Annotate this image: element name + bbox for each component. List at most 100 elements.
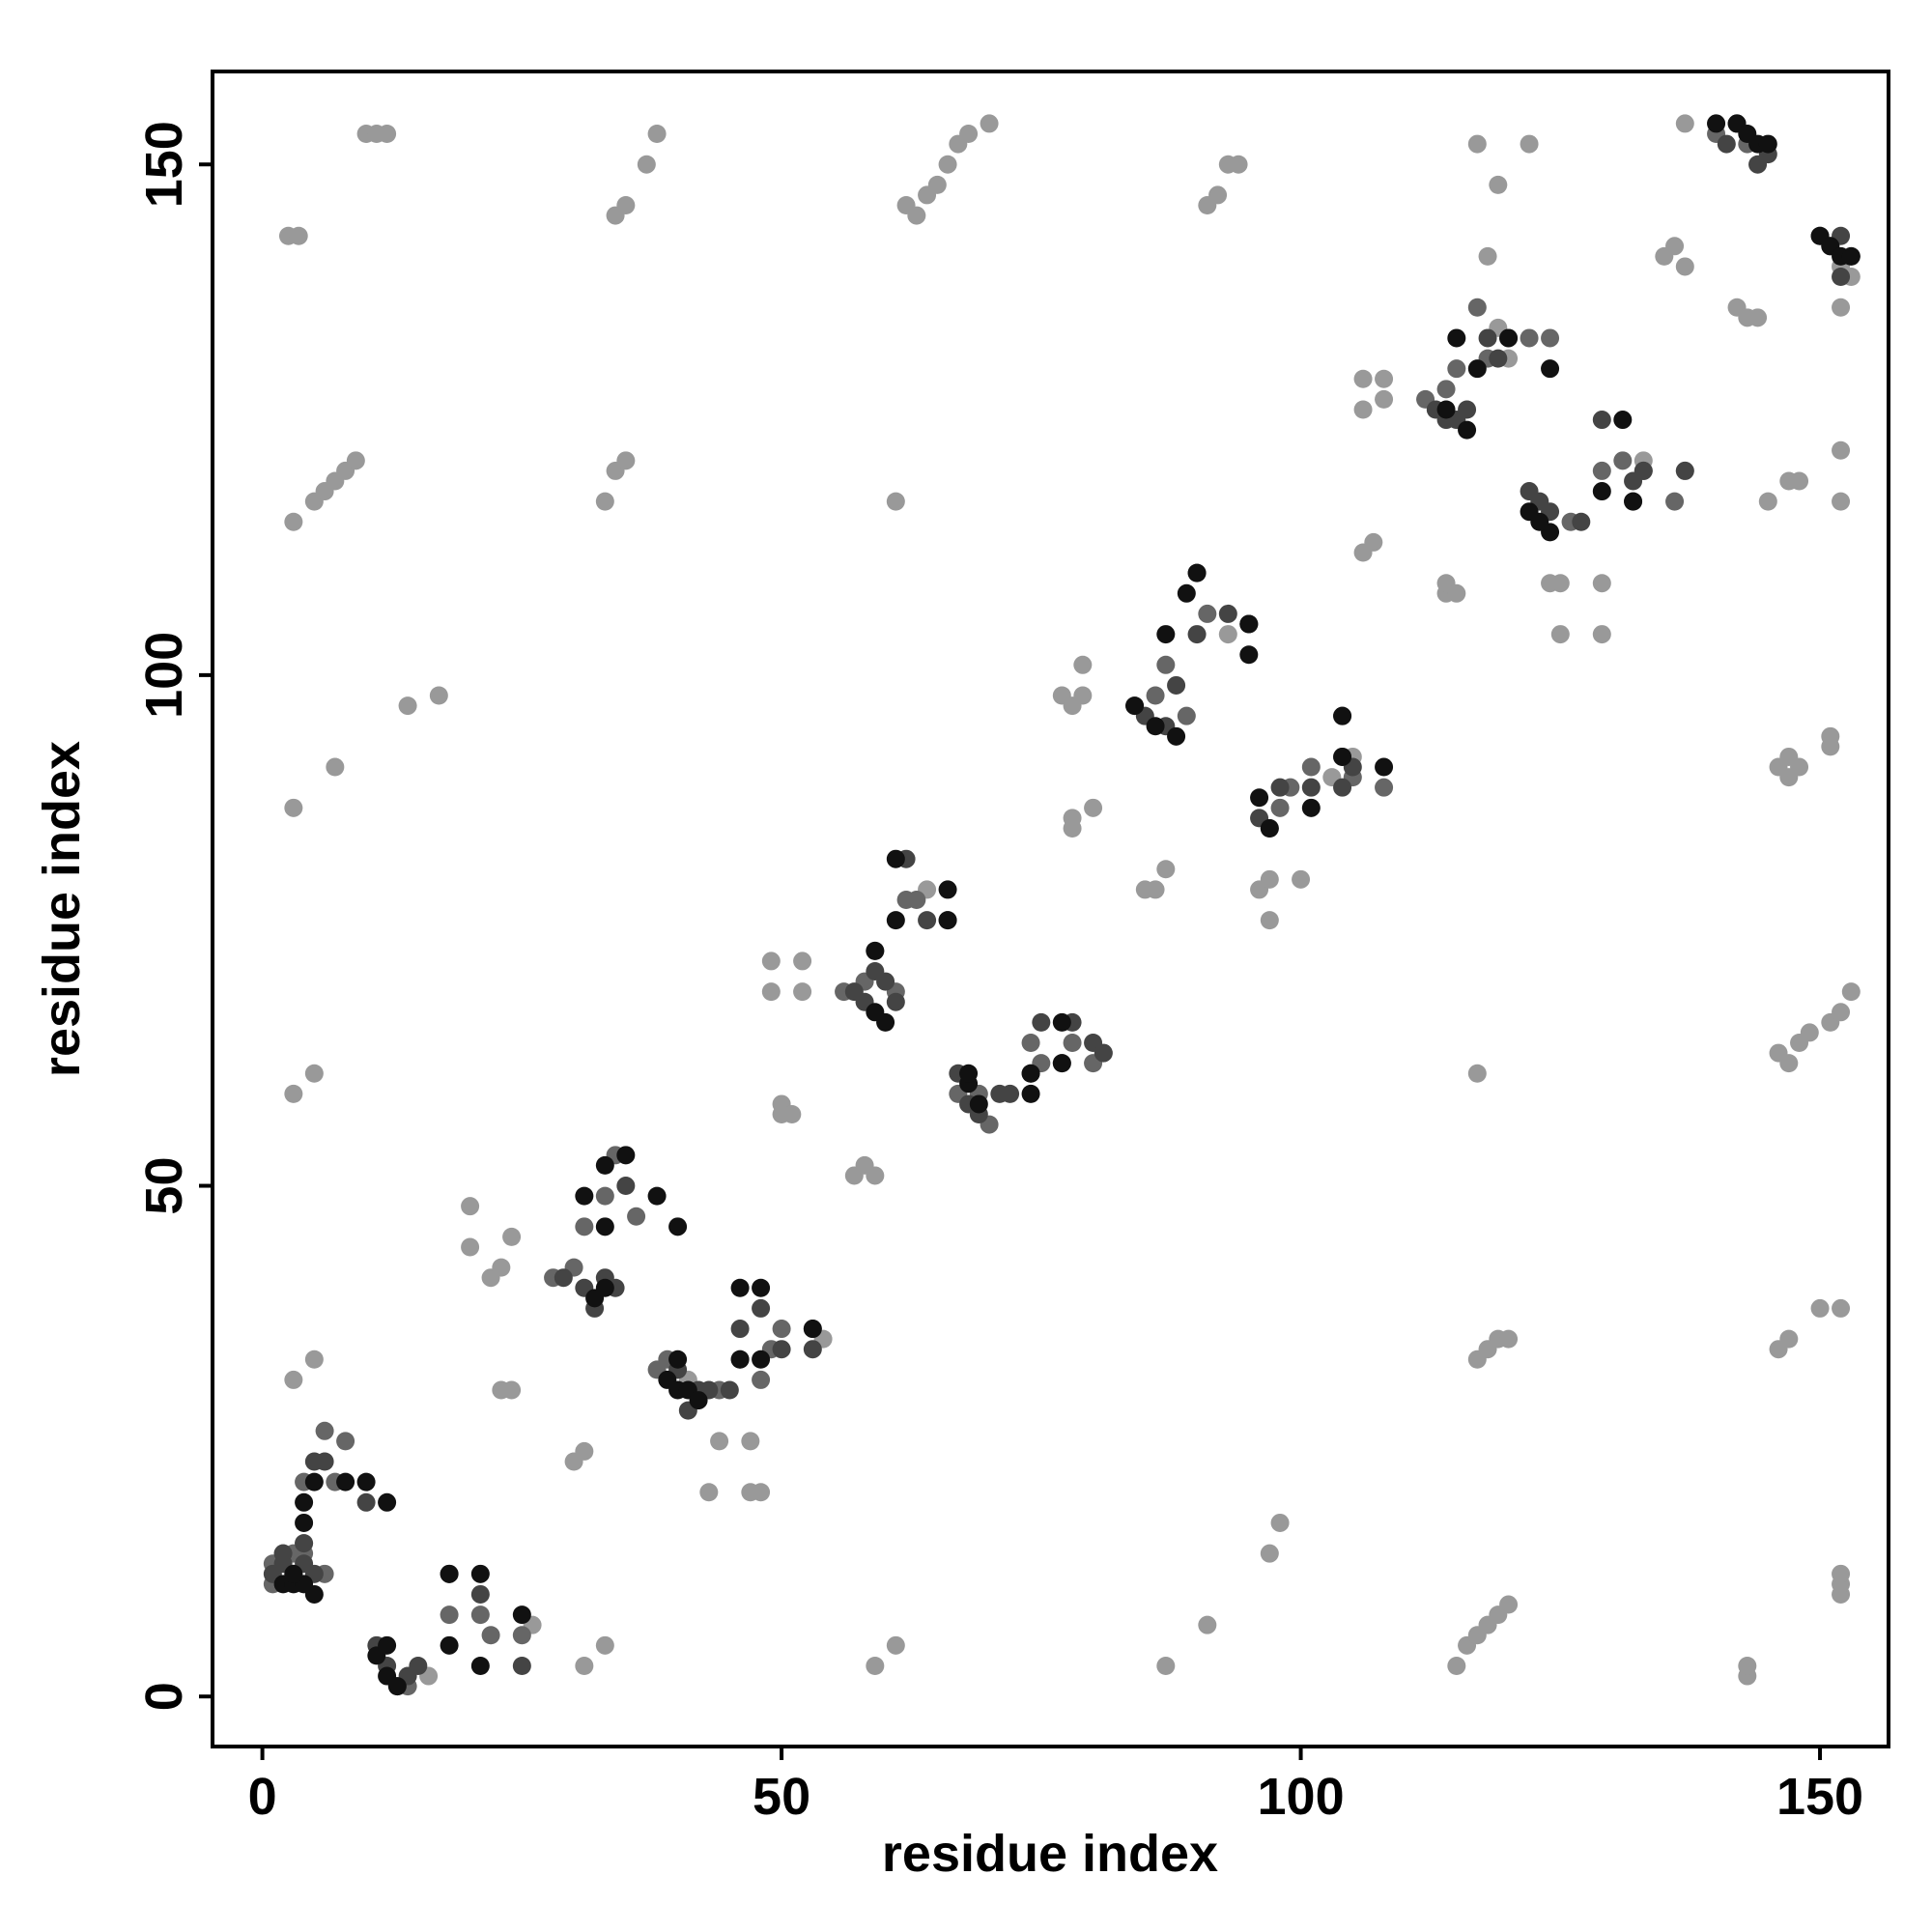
point xyxy=(616,196,636,215)
point xyxy=(1613,451,1633,470)
point xyxy=(647,124,667,143)
point xyxy=(866,1166,885,1185)
point xyxy=(1489,349,1508,368)
point xyxy=(1613,411,1633,430)
point xyxy=(668,1217,688,1236)
point xyxy=(1375,389,1394,409)
point xyxy=(1832,298,1851,317)
point xyxy=(1353,369,1373,388)
point xyxy=(284,512,303,531)
x-tick-label: 50 xyxy=(753,1768,810,1826)
point xyxy=(575,1186,594,1206)
point xyxy=(470,1564,490,1583)
point xyxy=(772,1320,791,1339)
point xyxy=(1052,1054,1071,1073)
point xyxy=(741,1483,760,1502)
point xyxy=(1208,185,1228,205)
point xyxy=(1665,492,1685,511)
point xyxy=(336,1472,355,1492)
point xyxy=(876,1012,895,1032)
point xyxy=(1353,400,1373,419)
point xyxy=(752,1370,771,1389)
point xyxy=(761,982,781,1002)
point xyxy=(1520,134,1539,154)
point xyxy=(315,1421,334,1440)
point xyxy=(595,1635,614,1655)
point xyxy=(1167,726,1186,746)
point xyxy=(1592,482,1611,501)
point xyxy=(512,1626,531,1645)
point xyxy=(1073,655,1093,674)
point xyxy=(1592,411,1611,430)
point xyxy=(554,1268,573,1288)
point xyxy=(886,992,905,1011)
point xyxy=(896,890,916,909)
point xyxy=(1333,706,1352,725)
point xyxy=(512,1605,531,1625)
point xyxy=(752,1278,771,1297)
point xyxy=(1198,604,1217,623)
point xyxy=(1301,798,1321,817)
point xyxy=(346,451,365,470)
point xyxy=(1541,328,1560,348)
point xyxy=(575,1441,594,1461)
point xyxy=(1375,369,1394,388)
point xyxy=(616,1177,636,1196)
point xyxy=(1125,696,1145,716)
point xyxy=(1790,471,1809,491)
point xyxy=(741,1432,760,1451)
point xyxy=(1436,380,1456,399)
point xyxy=(699,1483,719,1502)
point xyxy=(1592,625,1611,644)
point xyxy=(1832,492,1851,511)
point xyxy=(295,1534,314,1553)
point xyxy=(866,941,885,960)
point xyxy=(1675,257,1694,276)
point xyxy=(752,1350,771,1369)
point xyxy=(440,1564,459,1583)
point xyxy=(1499,1595,1519,1614)
point xyxy=(1270,798,1290,817)
point xyxy=(1156,625,1176,644)
point xyxy=(1758,134,1777,154)
point xyxy=(595,1217,614,1236)
point xyxy=(752,1298,771,1318)
point xyxy=(761,952,781,971)
point xyxy=(295,1513,314,1532)
point xyxy=(1218,625,1237,644)
point xyxy=(1717,134,1736,154)
point xyxy=(304,1064,324,1083)
point xyxy=(470,1605,490,1625)
point xyxy=(730,1350,750,1369)
point xyxy=(1810,1298,1830,1318)
point xyxy=(720,1380,739,1400)
point xyxy=(1499,1329,1519,1349)
points xyxy=(263,114,1861,1696)
point xyxy=(1375,778,1394,797)
point xyxy=(512,1656,531,1675)
point xyxy=(273,1544,293,1563)
point xyxy=(1748,308,1768,327)
point xyxy=(637,155,656,174)
point xyxy=(627,1207,646,1226)
point xyxy=(959,1064,979,1083)
point xyxy=(616,1146,636,1165)
point xyxy=(1675,114,1694,133)
point xyxy=(284,1084,303,1103)
point xyxy=(315,1452,334,1471)
point xyxy=(1375,757,1394,777)
point xyxy=(1198,1615,1217,1634)
point xyxy=(378,124,397,143)
point xyxy=(1550,625,1570,644)
point xyxy=(1364,532,1383,552)
point xyxy=(492,1258,511,1277)
point xyxy=(1541,359,1560,379)
point xyxy=(1832,440,1851,460)
point xyxy=(1270,778,1290,797)
point xyxy=(440,1635,459,1655)
point xyxy=(1592,461,1611,480)
point xyxy=(1832,268,1851,287)
point xyxy=(398,696,417,716)
point xyxy=(502,1227,522,1246)
